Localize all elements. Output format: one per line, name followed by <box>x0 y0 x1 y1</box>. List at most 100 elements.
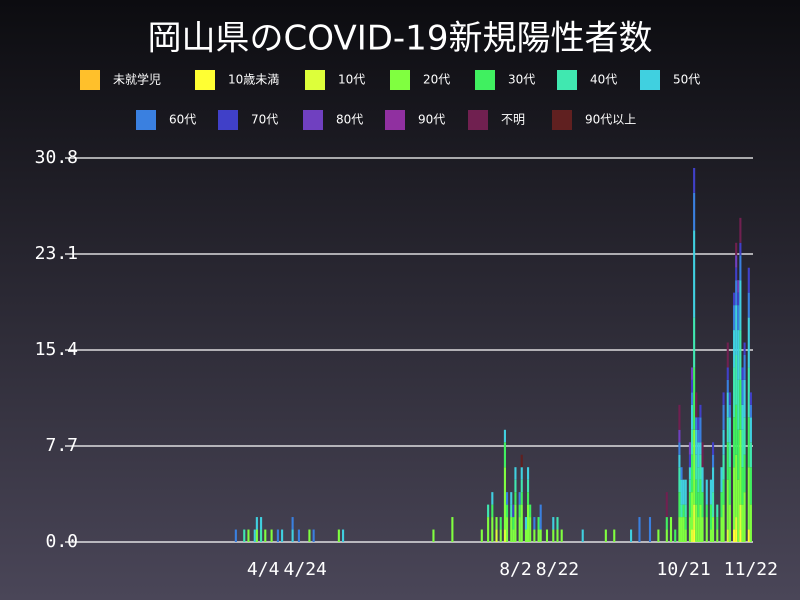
bar-segment <box>701 467 704 493</box>
bar-segment <box>451 517 454 542</box>
y-tick-label: 7.7 <box>45 435 78 456</box>
bar-segment <box>733 305 736 331</box>
bar-segment <box>726 342 729 368</box>
legend-label: 10歳未満 <box>228 73 279 87</box>
bar-segment <box>648 517 652 542</box>
bar-segment <box>260 529 263 542</box>
bar-segment <box>720 467 723 493</box>
bar-segment <box>537 517 540 530</box>
bar-segment <box>743 454 746 493</box>
bar-segment <box>728 504 731 542</box>
bar-segment <box>705 517 708 542</box>
bar-segment <box>735 242 738 256</box>
bar-segment <box>527 467 530 480</box>
bar-segment <box>520 454 523 468</box>
legend-label: 50代 <box>673 73 700 87</box>
bar-segment <box>682 504 685 518</box>
bar-segment <box>722 504 725 542</box>
bar-segment <box>684 517 687 530</box>
bar-segment <box>739 379 742 430</box>
y-tick-label: 30.8 <box>35 147 78 168</box>
bar-segment <box>514 479 517 493</box>
y-tick-label: 15.4 <box>35 339 78 360</box>
bar-segment <box>693 429 696 505</box>
bar-segment <box>264 529 267 542</box>
legend-label: 20代 <box>423 73 450 87</box>
legend-swatch <box>305 70 325 90</box>
bar-segment <box>699 454 702 480</box>
bar-segment <box>733 417 736 468</box>
bar-segment <box>709 529 713 542</box>
x-tick-label: 11/22 <box>724 559 778 580</box>
bar-segment <box>722 429 725 455</box>
bar-segment <box>737 429 740 480</box>
bar-segment <box>726 479 729 530</box>
bar-segment <box>512 517 515 530</box>
legend-label: 10代 <box>338 73 365 87</box>
bar-segment <box>503 442 506 468</box>
bar-segment <box>737 280 740 293</box>
bar-segment <box>749 392 752 405</box>
bar-segment <box>510 492 513 505</box>
bar-segment <box>688 467 691 480</box>
bar-segment <box>693 367 696 430</box>
bar-segment <box>709 504 713 530</box>
bar-segment <box>690 529 694 542</box>
bar-segment <box>505 517 509 542</box>
bar-segment <box>491 492 494 505</box>
y-tick-label: 0.0 <box>45 531 78 552</box>
bar-segment <box>695 454 698 480</box>
bar-segment <box>560 529 563 542</box>
bar-segment <box>688 492 691 518</box>
bar-segment <box>726 392 729 418</box>
bar-segment <box>741 404 744 430</box>
bar-segment <box>739 217 742 243</box>
bar-segment <box>743 417 746 455</box>
legend-label: 80代 <box>336 113 363 127</box>
bar-segment <box>737 479 740 542</box>
bar-segment <box>695 417 698 430</box>
bar-segment <box>712 517 715 542</box>
bar-segment <box>690 404 694 430</box>
bar-segment <box>510 504 513 518</box>
legend-swatch <box>475 70 495 90</box>
bar-segment <box>665 492 668 518</box>
bar-segment <box>512 529 515 542</box>
bar-segment <box>680 479 683 505</box>
bar-segment <box>505 492 509 505</box>
bar-segment <box>613 529 616 542</box>
bar-segment <box>688 479 691 493</box>
bar-segment <box>695 429 698 455</box>
bar-segment <box>556 529 559 542</box>
bar-segment <box>728 417 731 443</box>
bar-segment <box>297 529 300 542</box>
bar-segment <box>735 529 738 542</box>
bar-segment <box>503 529 506 542</box>
bar-segment <box>735 454 738 518</box>
bar-segment <box>260 517 263 530</box>
bar-segment <box>747 267 750 293</box>
x-tick-label: 10/21 <box>657 559 711 580</box>
bar-segment <box>678 454 681 468</box>
bar-segment <box>720 492 723 518</box>
bar-segment <box>697 429 700 443</box>
bar-segment <box>743 354 746 380</box>
bar-segment <box>726 442 729 480</box>
bar-segment <box>690 454 694 493</box>
bar-segment <box>735 255 738 268</box>
bar-segment <box>533 517 536 530</box>
legend-swatch <box>136 110 156 130</box>
bar-segment <box>733 330 736 368</box>
bar-segment <box>695 479 698 505</box>
bar-segment <box>432 529 435 542</box>
bar-segment <box>741 429 744 468</box>
bar-segment <box>693 504 696 530</box>
bar-segment <box>270 529 273 542</box>
bar-segment <box>747 317 750 368</box>
bar-segment <box>234 529 237 542</box>
bar-segment <box>733 529 736 542</box>
bar-segment <box>733 467 736 530</box>
bar-segment <box>697 492 700 518</box>
bar-segment <box>699 404 702 418</box>
